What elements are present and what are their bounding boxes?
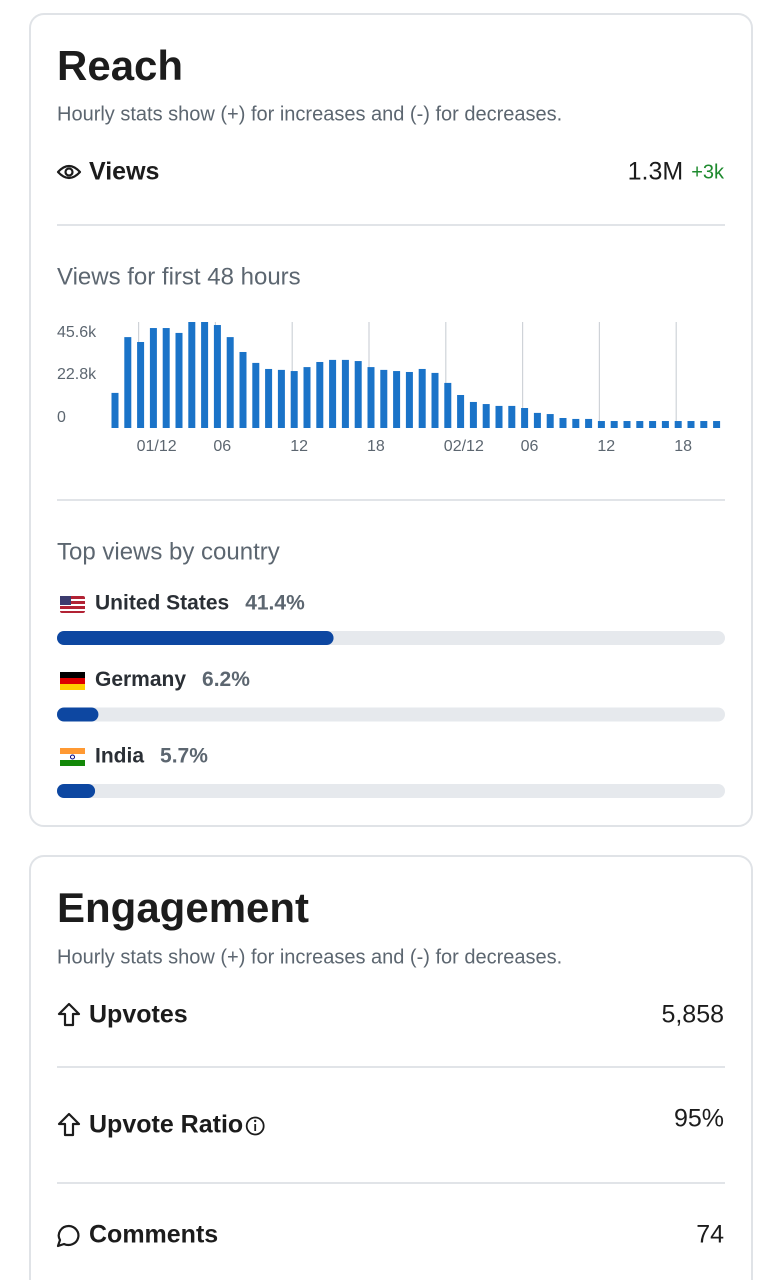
x-tick-label: 18 xyxy=(674,438,692,455)
bar xyxy=(418,368,426,428)
bar xyxy=(649,421,657,428)
metric-value: 95% xyxy=(674,1105,724,1133)
bar xyxy=(341,359,349,428)
country-percent: 41.4% xyxy=(245,592,305,615)
bar xyxy=(585,418,593,428)
engagement-subtitle: Hourly stats show (+) for increases and … xyxy=(57,946,562,968)
country-percent: 5.7% xyxy=(160,745,208,768)
engagement-title: Engagement xyxy=(57,884,309,931)
bar xyxy=(149,328,157,428)
bar xyxy=(597,421,605,428)
x-tick-label: 18 xyxy=(367,438,385,455)
x-tick-label: 12 xyxy=(597,438,615,455)
x-tick-label: 02/12 xyxy=(444,438,484,455)
flag-us xyxy=(60,596,85,613)
bar xyxy=(469,401,477,428)
bar xyxy=(124,337,132,428)
bar xyxy=(213,325,221,428)
eye-icon xyxy=(56,164,82,180)
bar xyxy=(354,361,362,428)
metric-label: Upvotes xyxy=(89,1001,188,1029)
x-tick-label: 12 xyxy=(290,438,308,455)
metric-value: 74 xyxy=(696,1221,724,1249)
bar xyxy=(623,421,631,428)
bar xyxy=(188,322,196,428)
metric-value: 5,858 xyxy=(661,1001,724,1029)
reach-subtitle: Hourly stats show (+) for increases and … xyxy=(57,103,562,125)
bar xyxy=(572,418,580,428)
views-value: 1.3M xyxy=(628,158,684,186)
bar xyxy=(57,631,334,645)
bar xyxy=(201,322,209,428)
upvote-icon xyxy=(57,1112,81,1137)
engagement-card xyxy=(29,855,753,1280)
info-icon[interactable] xyxy=(245,1116,265,1136)
bar xyxy=(482,404,490,428)
reach-title: Reach xyxy=(57,42,183,89)
reach-card xyxy=(29,13,753,827)
bar xyxy=(226,337,234,428)
bar xyxy=(367,367,375,428)
bar xyxy=(559,418,567,428)
bar xyxy=(661,421,669,428)
bar-track xyxy=(57,784,725,798)
bar xyxy=(700,421,708,428)
bar xyxy=(316,361,324,428)
bar xyxy=(674,421,682,428)
country-title: Top views by country xyxy=(57,538,280,565)
bar xyxy=(111,392,119,428)
bar xyxy=(265,368,273,428)
country-name: India xyxy=(95,745,144,768)
flag-de xyxy=(60,672,85,690)
bar xyxy=(521,408,529,428)
bar xyxy=(329,359,337,428)
bar-track xyxy=(57,707,725,722)
x-tick-label: 06 xyxy=(521,438,539,455)
upvote-icon xyxy=(57,1002,81,1027)
bar xyxy=(546,414,554,428)
bar xyxy=(290,371,298,428)
x-tick-label: 01/12 xyxy=(137,438,177,455)
bar xyxy=(457,394,465,428)
flag-in xyxy=(60,748,85,766)
metric-label: Comments xyxy=(89,1221,218,1249)
x-tick-label: 06 xyxy=(213,438,231,455)
bar xyxy=(137,341,145,428)
views-label: Views xyxy=(89,158,159,186)
bar xyxy=(239,351,247,428)
bar xyxy=(175,332,183,428)
bar xyxy=(57,784,96,798)
y-tick-label: 22.8k xyxy=(57,366,97,383)
country-chart: United States 41.4% Germany 6.2% India 5.7% xyxy=(57,592,725,798)
bar xyxy=(57,707,99,722)
views-delta: +3k xyxy=(691,161,725,183)
y-tick-label: 45.6k xyxy=(57,324,97,341)
chart-title: Views for first 48 hours xyxy=(57,263,301,290)
bar xyxy=(393,371,401,428)
country-name: United States xyxy=(95,592,229,615)
bar xyxy=(495,405,503,428)
bar xyxy=(444,382,452,428)
bar xyxy=(162,328,170,428)
comment-icon xyxy=(56,1224,80,1248)
bar xyxy=(533,412,541,428)
views-chart: 45.6k 22.8k 0 01/12 06 12 18 02/12 06 12 18 xyxy=(57,322,721,455)
metric-label: Upvote Ratio xyxy=(89,1111,243,1139)
bar xyxy=(713,421,721,428)
bar xyxy=(405,371,413,428)
bar xyxy=(687,421,695,428)
country-name: Germany xyxy=(95,668,186,691)
bar xyxy=(610,421,618,428)
bar xyxy=(380,369,388,428)
country-percent: 6.2% xyxy=(202,668,250,691)
bar xyxy=(636,421,644,428)
bar xyxy=(252,362,260,428)
y-tick-label: 0 xyxy=(57,409,66,426)
bar xyxy=(303,367,311,428)
bar xyxy=(431,372,439,428)
bar xyxy=(277,369,285,428)
bar xyxy=(508,405,516,428)
